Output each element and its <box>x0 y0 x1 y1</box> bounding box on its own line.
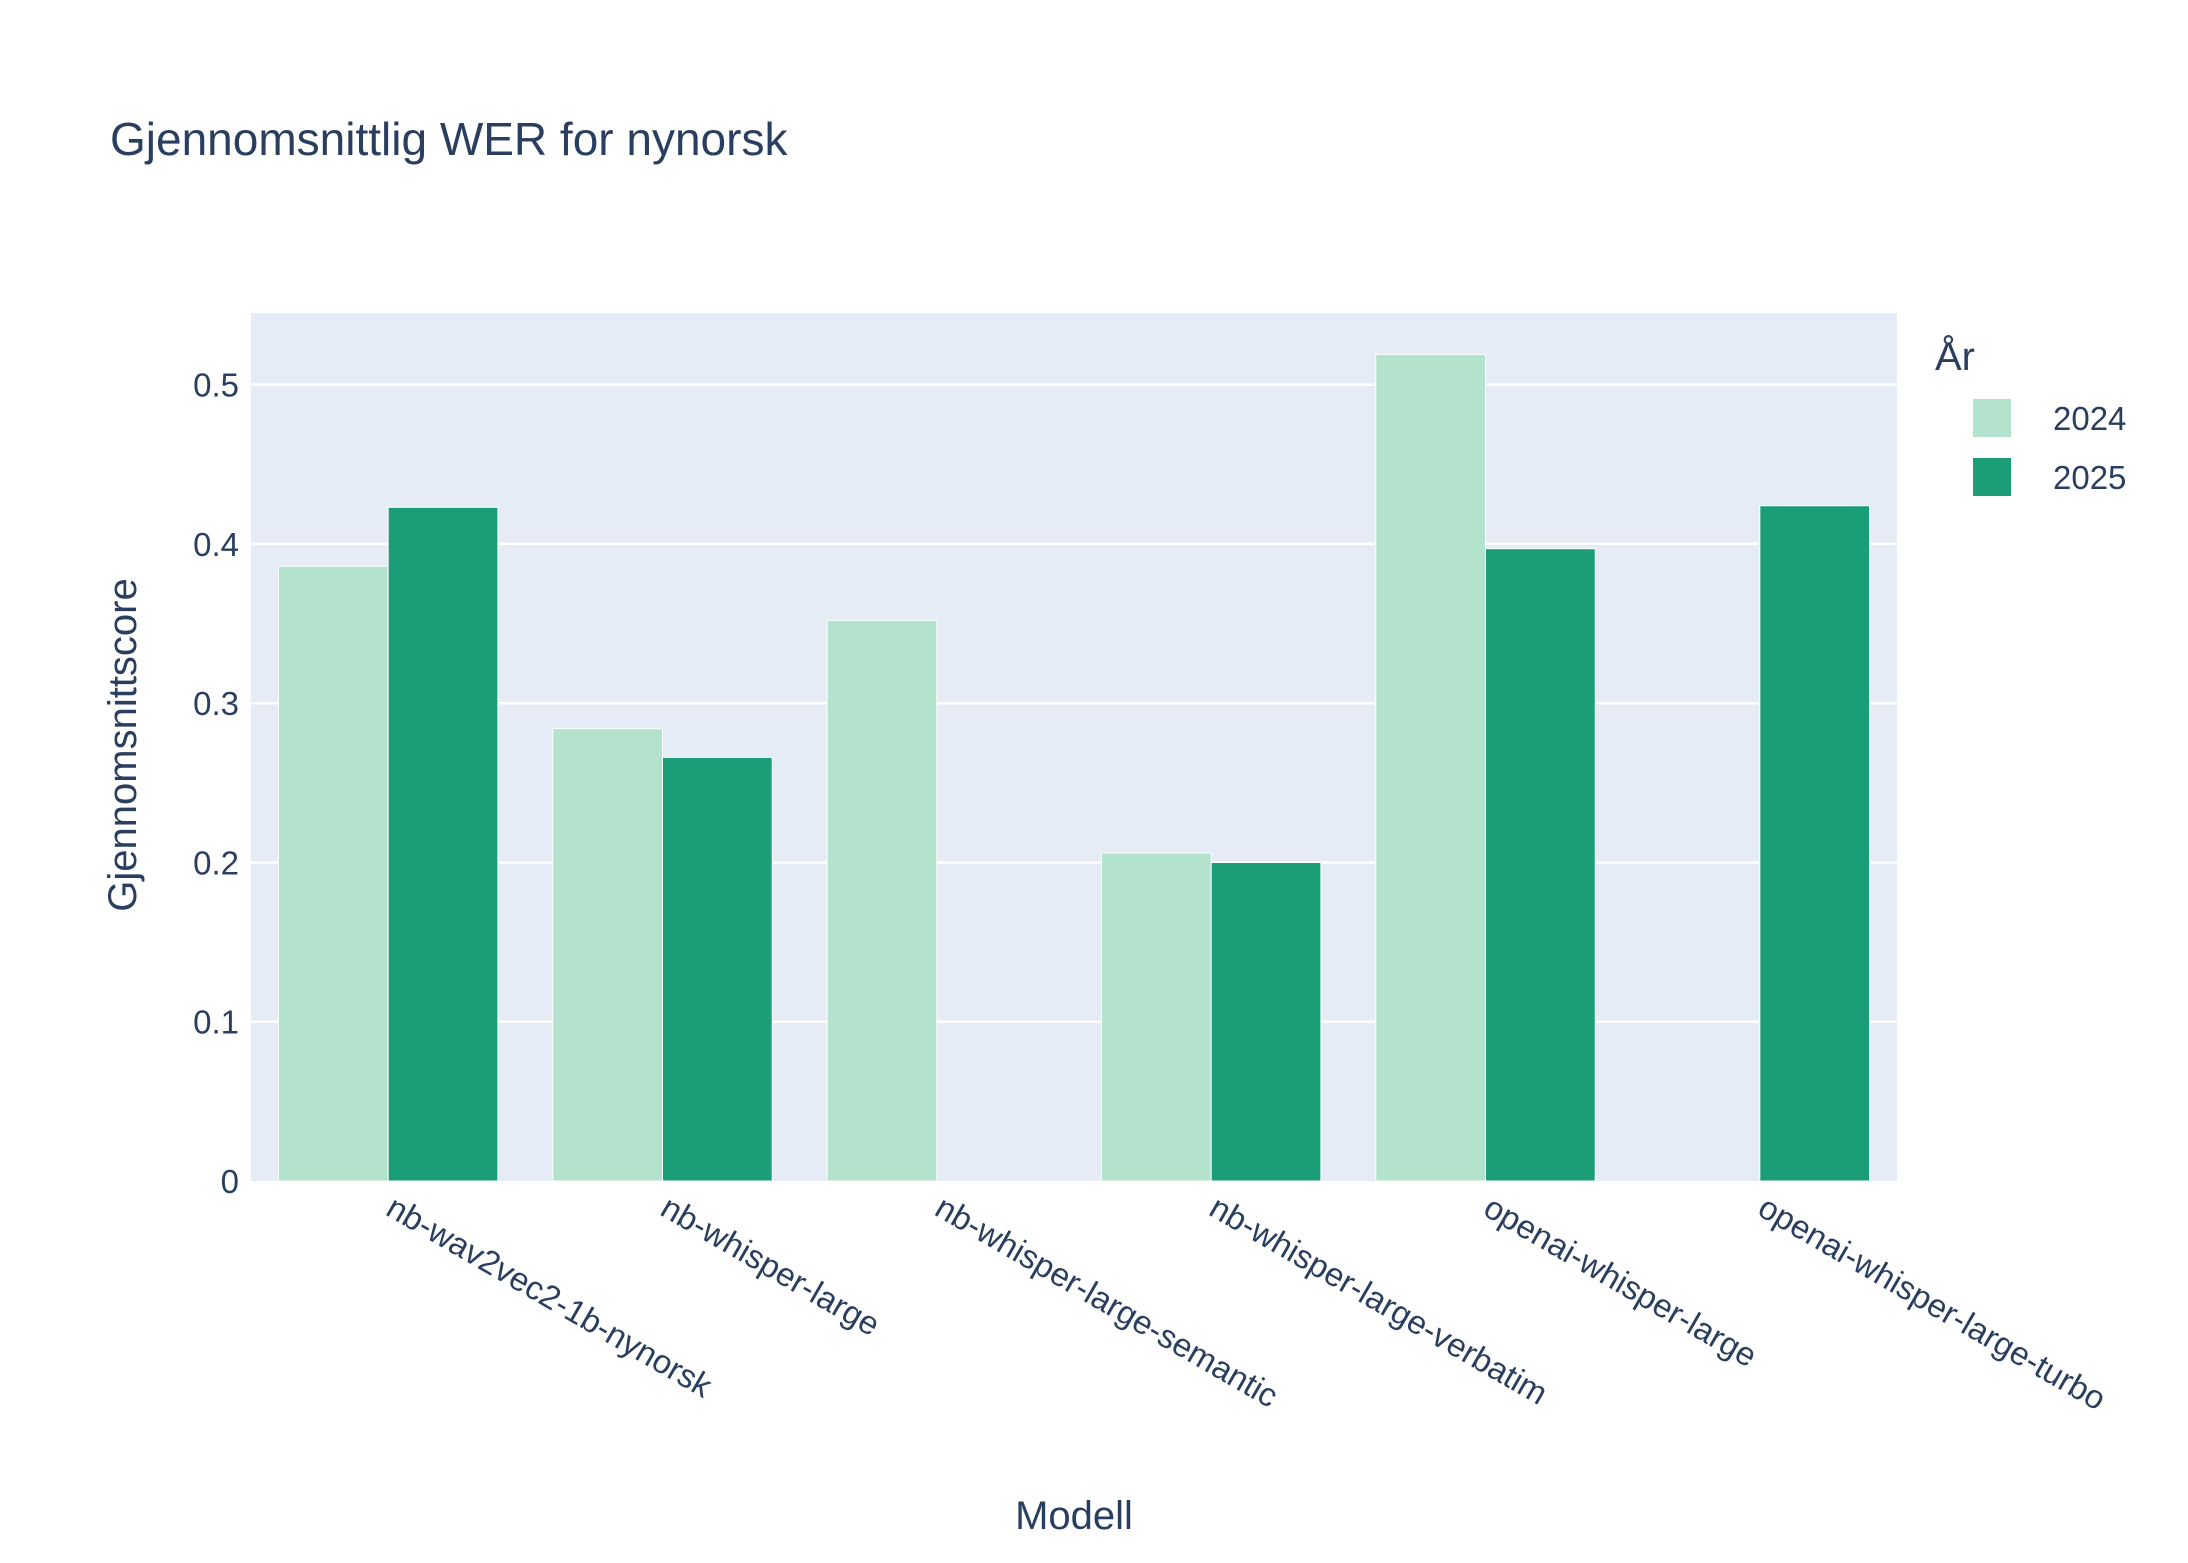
y-axis-ticks: 0 0.1 0.2 0.3 0.4 0.5 <box>193 367 239 1200</box>
legend-label-2025: 2025 <box>2053 459 2126 496</box>
plot-area <box>251 313 1897 1181</box>
bar-2025-nb-whisper-large-verbatim <box>1210 861 1322 1182</box>
x-tick-label: openai-whisper-large-turbo <box>1752 1188 2112 1417</box>
y-tick-label: 0 <box>221 1163 239 1200</box>
bar-2024-nb-whisper-large-verbatim <box>1100 852 1212 1182</box>
bar-2024-nb-whisper-large-semantic <box>826 619 938 1182</box>
y-tick-label: 0.3 <box>193 685 239 722</box>
legend-swatch-2024 <box>1973 399 2011 437</box>
bar-2024-openai-whisper-large <box>1375 353 1487 1182</box>
legend-label-2024: 2024 <box>2053 400 2126 437</box>
y-tick-label: 0.5 <box>193 367 239 404</box>
legend-swatch-2025 <box>1973 458 2011 496</box>
x-axis-title: Modell <box>1015 1494 1133 1538</box>
x-tick-label: openai-whisper-large <box>1478 1188 1763 1374</box>
bar-2025-openai-whisper-large <box>1485 548 1596 1182</box>
bars <box>277 353 1871 1182</box>
gridlines <box>251 383 1897 1023</box>
x-tick-label: nb-whisper-large <box>655 1188 886 1343</box>
chart-title: Gjennomsnittlig WER for nynorsk <box>110 113 788 165</box>
bar-2024-nb-whisper-large <box>552 728 663 1182</box>
legend-title: År <box>1935 334 1975 379</box>
bar-2025-nb-wav2vec2-1b-nynorsk <box>387 506 499 1182</box>
y-axis-title: Gjennomsnittscore <box>101 578 145 911</box>
y-tick-label: 0.1 <box>193 1004 239 1041</box>
bar-2025-nb-whisper-large <box>662 756 773 1182</box>
legend: År 2024 2025 <box>1935 334 2126 496</box>
y-tick-label: 0.4 <box>193 526 239 563</box>
bar-2025-openai-whisper-large-turbo <box>1759 505 1871 1182</box>
bar-2024-nb-wav2vec2-1b-nynorsk <box>277 565 389 1182</box>
y-tick-label: 0.2 <box>193 844 239 881</box>
